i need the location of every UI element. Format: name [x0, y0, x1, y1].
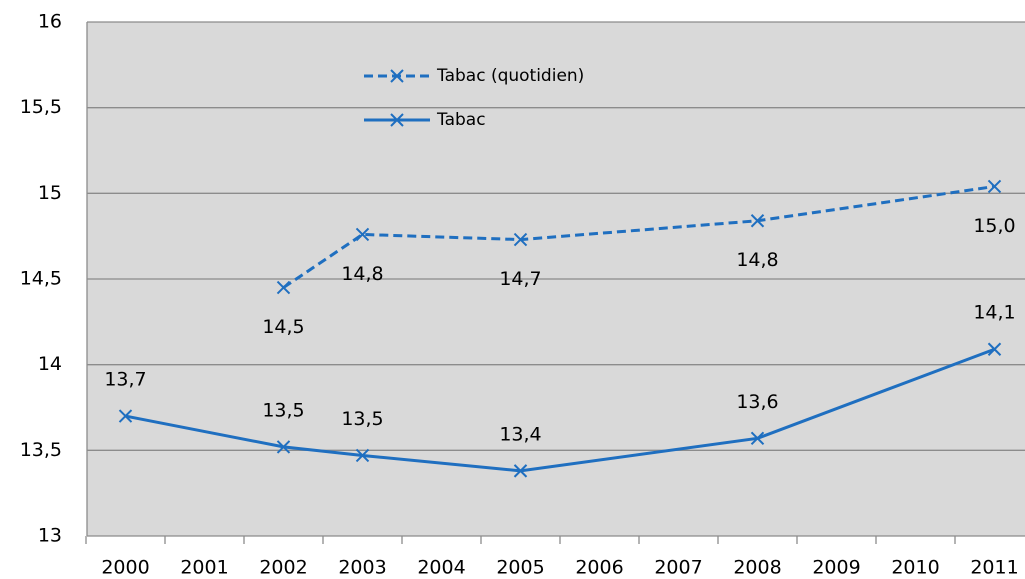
data-label: 15,0 [973, 215, 1015, 237]
data-label: 13,6 [736, 391, 778, 413]
x-tick-label: 2008 [733, 557, 781, 579]
x-tick-label: 2010 [891, 557, 939, 579]
marker [355, 448, 370, 463]
series-line [125, 347, 996, 473]
data-label: 13,7 [104, 369, 146, 391]
y-tick-label: 13 [38, 525, 62, 547]
x-tick-label: 2002 [259, 557, 307, 579]
legend-label: Tabac (quotidien) [436, 66, 584, 86]
legend-label: Tabac [436, 110, 486, 130]
data-label: 13,4 [499, 423, 541, 445]
data-label: 14,1 [973, 302, 1015, 324]
legend-marker [390, 69, 404, 83]
y-tick-label: 15 [38, 182, 62, 204]
y-tick-label: 14,5 [20, 268, 62, 290]
y-tick-label: 13,5 [20, 439, 62, 461]
y-tick-label: 16 [38, 11, 62, 33]
marker [987, 342, 1002, 356]
marker [513, 232, 528, 247]
x-tick-label: 2007 [654, 557, 702, 579]
y-tick-label: 14 [38, 353, 62, 375]
marker [750, 214, 765, 228]
marker [118, 409, 133, 423]
x-tick-label: 2003 [338, 557, 386, 579]
data-label: 13,5 [341, 408, 383, 430]
marker [276, 280, 291, 295]
data-label: 14,7 [499, 268, 541, 290]
marker [355, 227, 370, 242]
marker [987, 179, 1002, 194]
data-label: 14,8 [736, 249, 778, 271]
x-tick-label: 2001 [180, 557, 228, 579]
marker [513, 464, 528, 478]
marker [276, 440, 291, 454]
x-tick-label: 2006 [575, 557, 623, 579]
marker [750, 431, 765, 446]
x-tick-label: 2011 [970, 557, 1018, 579]
x-tick-label: 2000 [101, 557, 149, 579]
x-tick-label: 2004 [417, 557, 465, 579]
y-tick-label: 15,5 [20, 96, 62, 118]
data-label: 14,5 [262, 316, 304, 338]
x-tick-label: 2005 [496, 557, 544, 579]
legend-marker [390, 113, 404, 127]
data-label: 14,8 [341, 263, 383, 285]
data-label: 13,5 [262, 399, 304, 421]
x-tick-label: 2009 [812, 557, 860, 579]
